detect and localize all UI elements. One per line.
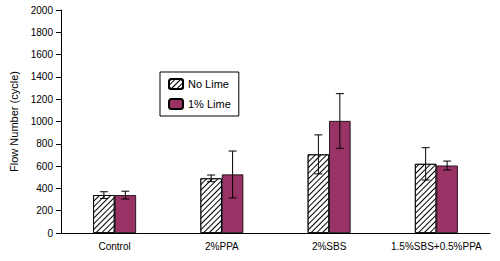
svg-text:1000: 1000 (31, 116, 54, 127)
svg-text:400: 400 (36, 183, 53, 194)
svg-text:1800: 1800 (31, 27, 54, 38)
svg-text:800: 800 (36, 138, 53, 149)
svg-text:Flow Number (cycle): Flow Number (cycle) (8, 71, 20, 172)
svg-text:1200: 1200 (31, 94, 54, 105)
svg-text:600: 600 (36, 161, 53, 172)
svg-text:1% Lime: 1% Lime (188, 98, 231, 110)
svg-text:2%PPA: 2%PPA (205, 241, 239, 252)
svg-text:2000: 2000 (31, 5, 54, 16)
svg-text:Control: Control (99, 241, 131, 252)
svg-text:0: 0 (47, 228, 53, 239)
svg-text:No Lime: No Lime (188, 78, 229, 90)
svg-text:200: 200 (36, 205, 53, 216)
svg-text:1400: 1400 (31, 71, 54, 82)
svg-text:2%SBS: 2%SBS (312, 241, 347, 252)
svg-text:1600: 1600 (31, 49, 54, 60)
svg-text:1.5%SBS+0.5%PPA: 1.5%SBS+0.5%PPA (391, 241, 482, 252)
